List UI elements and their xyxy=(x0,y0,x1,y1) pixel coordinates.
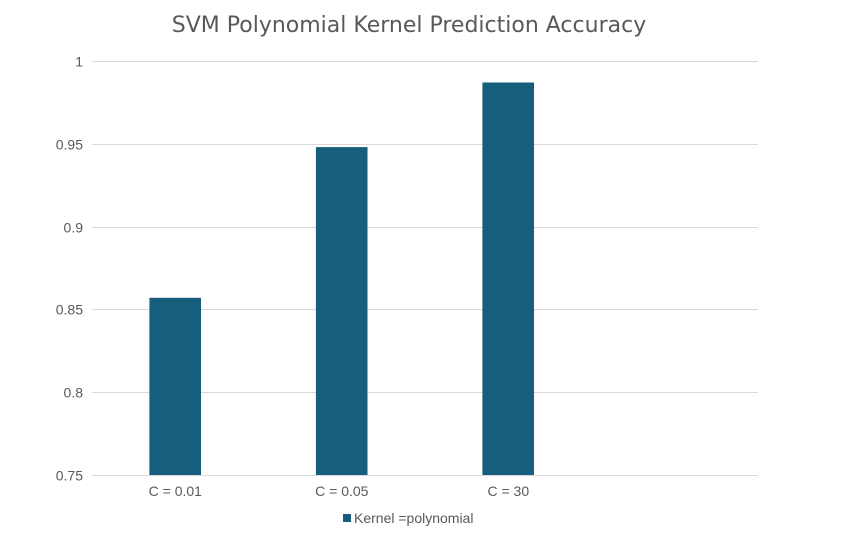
bar xyxy=(482,82,534,475)
y-tick-label: 0.95 xyxy=(56,137,83,153)
y-tick-label: 0.8 xyxy=(64,385,84,401)
chart-title: SVM Polynomial Kernel Prediction Accurac… xyxy=(172,13,646,38)
y-tick-label: 0.75 xyxy=(56,468,83,484)
bar xyxy=(149,297,201,475)
bars xyxy=(149,82,534,475)
legend: Kernel =polynomial xyxy=(343,510,473,526)
gridlines xyxy=(92,61,758,476)
x-tick-label: C = 30 xyxy=(487,483,529,499)
y-tick-label: 0.9 xyxy=(64,220,84,236)
bar xyxy=(315,147,368,475)
y-tick-label: 0.85 xyxy=(56,302,83,318)
y-tick-label: 1 xyxy=(75,54,83,70)
legend-label: Kernel =polynomial xyxy=(354,510,473,526)
x-axis-tick-labels: C = 0.01 C = 0.05 C = 30 xyxy=(149,483,530,499)
x-tick-label: C = 0.01 xyxy=(149,483,203,499)
y-axis-tick-labels: 0.75 0.8 0.85 0.9 0.95 1 xyxy=(56,54,83,484)
legend-swatch xyxy=(343,514,351,522)
x-tick-label: C = 0.05 xyxy=(315,483,369,499)
